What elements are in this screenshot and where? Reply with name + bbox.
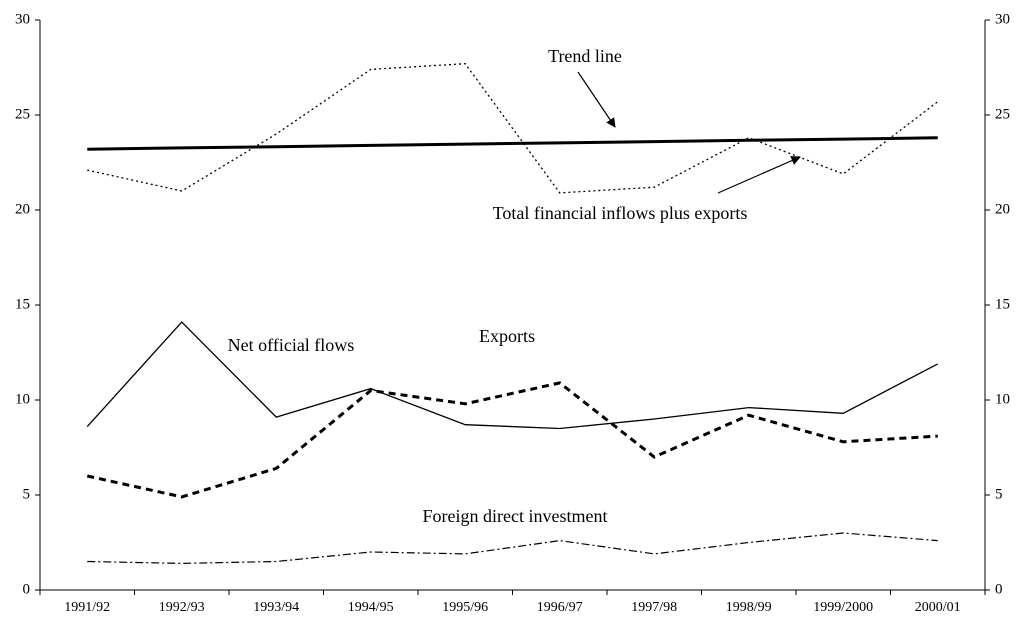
y-tick-label: 10 <box>15 391 30 407</box>
y2-tick-label: 5 <box>995 486 1003 502</box>
x-tick-label: 1992/93 <box>159 600 205 615</box>
x-tick-label: 1999/2000 <box>813 600 873 615</box>
y-tick-label: 25 <box>15 106 30 122</box>
series-line <box>87 63 939 194</box>
y2-tick-label: 15 <box>995 296 1010 312</box>
series-line <box>86 381 938 499</box>
x-tick-label: 1993/94 <box>253 600 299 615</box>
y-tick-label: 20 <box>15 201 30 217</box>
y2-tick-label: 25 <box>995 106 1010 122</box>
x-tick-label: 1996/97 <box>537 600 583 615</box>
x-tick-label: 1997/98 <box>631 600 677 615</box>
annotation-arrow <box>717 156 801 194</box>
series-label: Total financial inflows plus exports <box>493 203 748 223</box>
annotation-arrow <box>577 71 616 128</box>
series-label: Trend line <box>548 46 622 66</box>
x-tick-label: 1994/95 <box>348 600 394 615</box>
y2-tick-label: 0 <box>995 581 1003 597</box>
y2-tick-label: 30 <box>995 11 1010 27</box>
series-label: Exports <box>479 326 535 346</box>
x-tick-label: 1995/96 <box>442 600 488 615</box>
series-line <box>87 532 938 565</box>
y-tick-label: 30 <box>15 11 30 27</box>
y2-tick-label: 10 <box>995 391 1010 407</box>
series-line <box>86 321 939 430</box>
y2-tick-label: 20 <box>995 201 1010 217</box>
series-line <box>87 136 938 151</box>
y-tick-label: 5 <box>23 486 31 502</box>
x-tick-label: 1991/92 <box>64 600 110 615</box>
y-tick-label: 0 <box>23 581 31 597</box>
x-tick-label: 2000/01 <box>915 600 961 615</box>
x-tick-label: 1998/99 <box>726 600 772 615</box>
series-label: Net official flows <box>228 335 355 355</box>
series-label: Foreign direct investment <box>423 506 608 526</box>
y-tick-label: 15 <box>15 296 30 312</box>
